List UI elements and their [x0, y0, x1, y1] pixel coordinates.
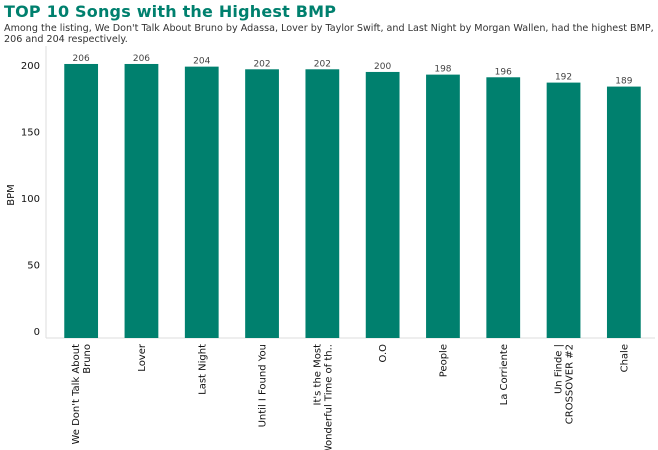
x-tick-label-line: People [438, 344, 449, 377]
bar [184, 66, 219, 338]
x-tick-label-line: O.O [378, 344, 389, 363]
x-tick-label-line: Lover [137, 343, 148, 372]
chart-subtitle: Among the listing, We Don't Talk About B… [4, 23, 654, 45]
bar [546, 82, 581, 338]
data-label: 202 [314, 59, 331, 69]
bar [124, 63, 159, 338]
x-tick-label-line: Wonderful Time of th.. [323, 344, 334, 450]
data-label: 192 [555, 73, 572, 83]
x-tick-label: Un Finde | CROSSOVER #2 [554, 344, 576, 424]
x-tick-label: La Corriente [499, 344, 510, 405]
x-tick-label: Chale [619, 344, 630, 372]
x-tick-label: People [438, 344, 449, 377]
data-label: 200 [374, 62, 391, 72]
data-label: 196 [495, 67, 512, 77]
y-axis-title: BPM [6, 184, 17, 206]
x-tick-label-line: Until I Found You [258, 344, 269, 427]
x-tick-label: It's the Most Wonderful Time of th.. [312, 344, 334, 450]
x-tick-label: Last Night [197, 344, 208, 395]
y-tick-label: 100 [21, 194, 40, 205]
x-tick-label-line: We Don't Talk About [71, 344, 82, 445]
x-tick-label-line: Last Night [197, 344, 208, 395]
data-label: 204 [193, 57, 210, 67]
data-label: 206 [73, 54, 90, 64]
bar [486, 77, 521, 339]
x-tick-label-line: Bruno [82, 344, 93, 374]
x-tick-label: Lover [137, 343, 148, 372]
bar [426, 74, 460, 338]
y-tick-label: 0 [34, 327, 40, 338]
x-tick-label-line: La Corriente [499, 344, 510, 405]
bar [245, 69, 279, 338]
bar [606, 86, 641, 338]
x-tick-label-line: It's the Most [312, 344, 323, 406]
data-label: 198 [434, 65, 451, 75]
y-tick-label: 200 [21, 61, 40, 72]
x-tick-label-line: Un Finde | [554, 344, 565, 394]
y-tick-label: 50 [27, 260, 40, 271]
x-tick-label-line: CROSSOVER #2 [565, 344, 576, 424]
data-label: 189 [615, 77, 632, 87]
x-tick-label: Until I Found You [258, 344, 269, 427]
bar [305, 69, 340, 338]
bar [64, 63, 99, 338]
data-label: 202 [253, 59, 270, 69]
chart-title: TOP 10 Songs with the Highest BMP [4, 2, 337, 21]
x-tick-label: We Don't Talk About Bruno [71, 344, 93, 445]
x-tick-label-line: Chale [619, 344, 630, 372]
x-tick-label: O.O [378, 344, 389, 363]
y-tick-label: 150 [21, 127, 40, 138]
bar [365, 71, 400, 338]
data-label: 206 [133, 54, 150, 64]
